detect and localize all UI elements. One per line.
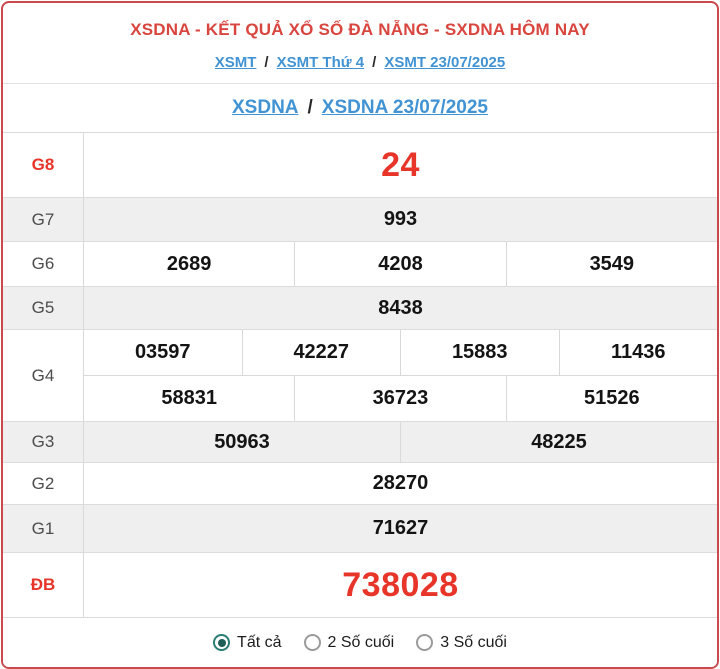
prize-subrow: 03597 42227 15883 11436: [84, 330, 717, 375]
result-row-g7: G7 993: [3, 198, 717, 242]
prize-number: 2689: [166, 252, 212, 275]
prize-label: G8: [3, 133, 84, 197]
prize-number: 4208: [294, 242, 505, 286]
radio-icon[interactable]: [303, 634, 321, 651]
result-row-g2: G2 28270: [3, 463, 717, 505]
prize-number: 48225: [400, 422, 717, 462]
subnav-link-0[interactable]: XSDNA: [232, 97, 299, 118]
prize-subrow: 24: [84, 133, 717, 197]
header: XSDNA - KẾT QUẢ XỔ SỐ ĐÀ NẴNG - SXDNA HÔ…: [3, 3, 717, 84]
page-title: XSDNA - KẾT QUẢ XỔ SỐ ĐÀ NẴNG - SXDNA HÔ…: [130, 20, 590, 39]
breadcrumb-link-0[interactable]: XSMT: [214, 54, 257, 71]
prize-number: 24: [381, 145, 420, 184]
result-row-g1: G1 71627: [3, 505, 717, 553]
breadcrumb: XSMT / XSMT Thứ 4 / XSMT 23/07/2025: [3, 54, 717, 83]
prize-values: 8438: [84, 287, 717, 329]
prize-number: 3549: [505, 242, 717, 286]
result-row-g8: G8 24: [3, 133, 717, 198]
filter-option-2[interactable]: 3 Số cuối: [416, 634, 507, 652]
prize-number: 71627: [372, 517, 429, 539]
breadcrumb-separator: /: [372, 54, 377, 71]
prize-subrow: 8438: [84, 287, 717, 329]
prize-label: G6: [3, 242, 84, 286]
prize-number: 738028: [342, 565, 459, 604]
prize-subrow: 28270: [84, 463, 717, 504]
prize-number: 28270: [372, 472, 429, 494]
prize-values: 2689 4208 3549: [84, 242, 717, 286]
prize-values: 50963 48225: [84, 422, 717, 462]
result-row-g6: G6 2689 4208 3549: [3, 242, 717, 287]
prize-subrow: 50963 48225: [84, 422, 717, 462]
prize-values: 738028: [84, 553, 717, 617]
prize-number: 8438: [378, 296, 423, 319]
prize-number: 03597: [134, 341, 191, 363]
prize-values: 993: [84, 198, 717, 241]
prize-values: 03597 42227 15883 11436 58831 36723 51526: [84, 330, 717, 421]
prize-label: G2: [3, 463, 84, 504]
prize-number: 15883: [400, 330, 559, 375]
radio-icon[interactable]: [416, 634, 434, 651]
prize-subrow: 71627: [84, 505, 717, 552]
prize-label: G3: [3, 422, 84, 462]
result-row-g5: G5 8438: [3, 287, 717, 330]
prize-label: G4: [3, 330, 84, 421]
prize-subrow: 58831 36723 51526: [84, 375, 717, 421]
prize-values: 28270: [84, 463, 717, 504]
prize-values: 71627: [84, 505, 717, 552]
filter-option-label: 2 Số cuối: [327, 633, 395, 651]
result-row-g4: G4 03597 42227 15883 11436 58831 36723 51526: [3, 330, 717, 422]
results-table: G8 24 G7 993 G6 2689 4208 3549 G5 8438 G4 03597 4222…: [3, 133, 717, 618]
prize-label: ĐB: [3, 553, 84, 617]
prize-number: 993: [383, 208, 418, 230]
filter-option-label: Tất cả: [237, 633, 282, 651]
prize-values: 24: [84, 133, 717, 197]
filter-option-1[interactable]: 2 Số cuối: [303, 633, 395, 652]
prize-number: 50963: [214, 430, 270, 453]
filter-option-label: 3 Số cuối: [440, 633, 507, 651]
filter-option-0[interactable]: Tất cả: [213, 633, 282, 652]
prize-label: G7: [3, 198, 84, 241]
prize-number: 36723: [294, 376, 505, 421]
prize-subrow: 2689 4208 3549: [84, 242, 717, 286]
prize-number: 42227: [241, 330, 401, 375]
breadcrumb-link-1[interactable]: XSMT Thứ 4: [276, 54, 365, 71]
breadcrumb-link-2[interactable]: XSMT 23/07/2025: [384, 54, 506, 71]
prize-subrow: 738028: [84, 553, 717, 617]
prize-subrow: 993: [84, 198, 717, 241]
prize-number: 58831: [161, 387, 217, 409]
prize-number: 11436: [558, 330, 718, 375]
prize-label: G1: [3, 505, 84, 552]
radio-icon[interactable]: [213, 634, 231, 651]
breadcrumb-separator: /: [264, 54, 269, 71]
result-row-g3: G3 50963 48225: [3, 422, 717, 463]
subnav-breadcrumb: XSDNA / XSDNA 23/07/2025: [3, 84, 717, 133]
result-row-đb: ĐB 738028: [3, 553, 717, 618]
digit-filter: Tất cả 2 Số cuối 3 Số cuối: [3, 618, 717, 667]
subnav-link-1[interactable]: XSDNA 23/07/2025: [321, 97, 488, 118]
prize-number: 51526: [505, 376, 717, 421]
breadcrumb-separator: /: [307, 97, 313, 118]
prize-label: G5: [3, 287, 84, 329]
